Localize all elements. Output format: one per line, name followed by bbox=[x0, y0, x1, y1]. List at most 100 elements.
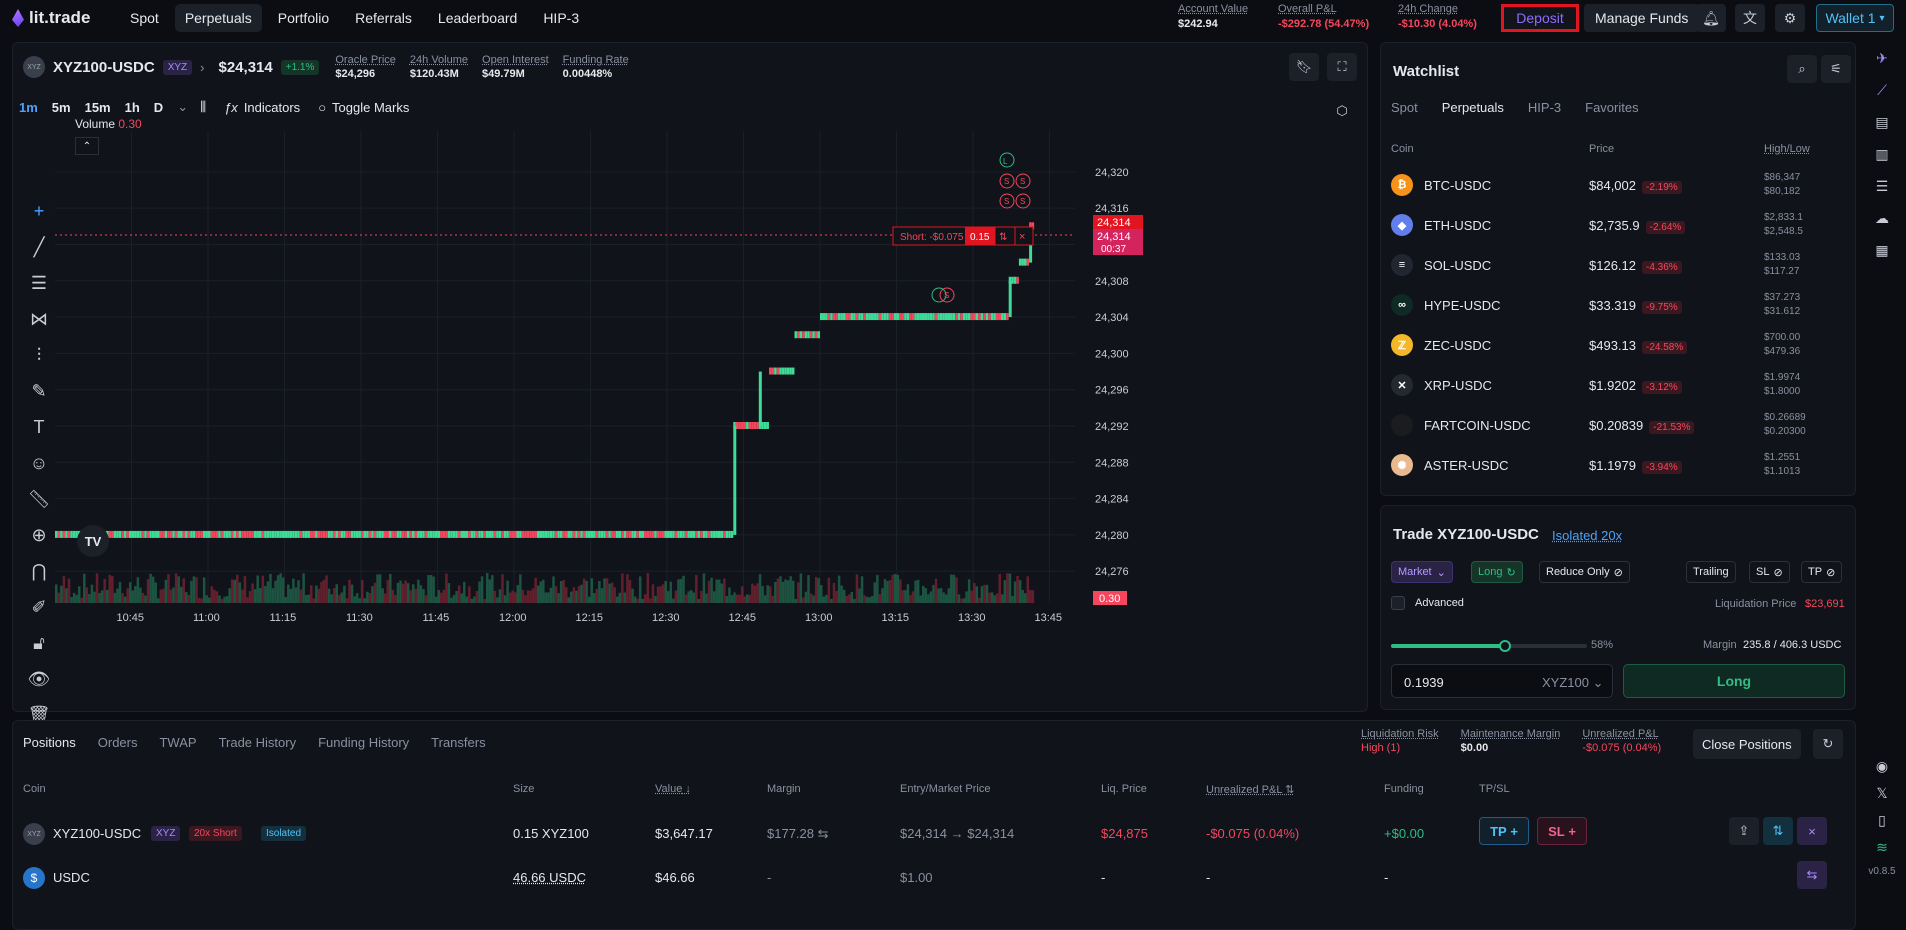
nav-perpetuals[interactable]: Perpetuals bbox=[174, 4, 262, 32]
side-toggle[interactable]: Long ↻ bbox=[1471, 561, 1523, 583]
col-highlow[interactable]: High/Low bbox=[1764, 143, 1810, 155]
pos-margin[interactable]: $177.28 ⇆ bbox=[767, 826, 829, 841]
pos-size[interactable]: 46.66 USDC bbox=[513, 870, 586, 885]
manage-funds-button[interactable]: Manage Funds bbox=[1584, 4, 1700, 32]
tab-positions[interactable]: Positions bbox=[23, 735, 76, 750]
tf-d[interactable]: D bbox=[153, 99, 164, 115]
reverse-icon[interactable]: ⇅ bbox=[999, 232, 1007, 243]
tf-15m[interactable]: 15m bbox=[84, 99, 111, 115]
slider-knob[interactable] bbox=[1498, 640, 1511, 652]
order-type-select[interactable]: Market ⌄ bbox=[1391, 561, 1453, 583]
prediction-icon[interactable]: ⫶ bbox=[36, 344, 42, 365]
chart-line-icon[interactable]: ⟋ bbox=[1877, 81, 1887, 98]
emoji-icon[interactable]: ☺ bbox=[29, 452, 49, 473]
watchlist-row[interactable]: ◆ ETH-USDC $2,735.9 -2.64% $2,833.1 $2,548… bbox=[1381, 205, 1855, 245]
nav-leaderboard[interactable]: Leaderboard bbox=[437, 10, 518, 26]
docs-icon[interactable]: ▯ bbox=[1878, 812, 1886, 828]
tv-logo-icon[interactable]: TV bbox=[77, 525, 109, 557]
toggle-marks-button[interactable]: ○ Toggle Marks bbox=[318, 100, 409, 115]
lock-icon[interactable]: 🔓︎ bbox=[33, 632, 45, 653]
fib-icon[interactable]: ☰ bbox=[30, 272, 48, 293]
reverse-icon[interactable]: ⇅ bbox=[1763, 817, 1793, 845]
watchlist-row[interactable]: ✕ XRP-USDC $1.9202 -3.12% $1.9974 $1.8000 bbox=[1381, 365, 1855, 405]
refresh-icon[interactable]: ↻ bbox=[1813, 729, 1843, 759]
trash-icon[interactable]: 🗑︎ bbox=[27, 704, 51, 725]
watchlist-row[interactable]: FARTCOIN-USDC $0.20839 -21.53% $0.26689 $0… bbox=[1381, 405, 1855, 445]
tab-twap[interactable]: TWAP bbox=[159, 735, 197, 750]
ruler-icon[interactable]: 📏︎ bbox=[27, 488, 51, 509]
book-icon[interactable]: ▥ bbox=[1875, 145, 1889, 162]
tp-button[interactable]: TP + bbox=[1479, 817, 1529, 845]
chevron-down-icon[interactable]: ⌄ bbox=[177, 99, 189, 114]
fullscreen-icon[interactable]: ⛶ bbox=[1327, 53, 1357, 81]
tf-1m[interactable]: 1m bbox=[19, 99, 38, 115]
translate-icon[interactable]: 文 bbox=[1735, 4, 1765, 32]
sl-button[interactable]: SL + bbox=[1537, 817, 1587, 845]
share-icon[interactable]: ⇪ bbox=[1729, 817, 1759, 845]
lock-draw-icon[interactable]: ✐ bbox=[31, 596, 47, 617]
tf-1h[interactable]: 1h bbox=[124, 99, 140, 115]
sl-toggle[interactable]: SL ⊘ bbox=[1749, 561, 1790, 583]
list-icon[interactable]: ☰ bbox=[1875, 177, 1889, 194]
reduce-only-toggle[interactable]: Reduce Only ⊘ bbox=[1539, 561, 1630, 583]
tf-5m[interactable]: 5m bbox=[51, 99, 71, 115]
nav-spot[interactable]: Spot bbox=[130, 10, 159, 26]
close-position-line-icon[interactable]: × bbox=[1019, 231, 1025, 243]
crosshair-icon[interactable]: + bbox=[33, 200, 45, 221]
margin-mode[interactable]: Isolated 20x bbox=[1552, 528, 1623, 543]
tab-hip3[interactable]: HIP-3 bbox=[1527, 100, 1562, 115]
nav-referrals[interactable]: Referrals bbox=[355, 10, 412, 26]
analytics-icon[interactable]: ▦ bbox=[1875, 241, 1889, 258]
trailing-toggle[interactable]: Trailing bbox=[1686, 561, 1736, 583]
chart-settings-icon[interactable]: ⬡ bbox=[1336, 103, 1348, 118]
gear-icon[interactable]: ⚙ bbox=[1775, 4, 1805, 32]
tab-favorites[interactable]: Favorites bbox=[1585, 100, 1639, 115]
leverage-slider[interactable] bbox=[1391, 640, 1587, 652]
head-value[interactable]: Value ↓ bbox=[655, 783, 691, 795]
chat-icon[interactable]: ☁ bbox=[1875, 209, 1889, 226]
submit-long-button[interactable]: Long bbox=[1623, 664, 1845, 698]
text-icon[interactable]: T bbox=[33, 416, 45, 437]
pos-coin[interactable]: XYZ100-USDC bbox=[53, 826, 142, 841]
brush-icon[interactable]: ✎ bbox=[31, 380, 47, 401]
size-input[interactable]: 0.1939 XYZ100 ⌄ bbox=[1391, 664, 1613, 698]
indicators-button[interactable]: ƒx Indicators bbox=[224, 100, 300, 115]
tab-spot[interactable]: Spot bbox=[1391, 100, 1418, 115]
close-positions-button[interactable]: Close Positions bbox=[1693, 729, 1801, 759]
wallet-button[interactable]: Wallet 1 ▾ bbox=[1816, 4, 1894, 32]
transfer-icon[interactable]: ⇆ bbox=[1797, 861, 1827, 889]
head-upnl[interactable]: Unrealized P&L ⇅ bbox=[1206, 784, 1295, 796]
tab-funding-history[interactable]: Funding History bbox=[318, 735, 410, 750]
candles-icon[interactable]: ⫼ bbox=[200, 99, 207, 114]
logo[interactable]: lit.trade bbox=[12, 8, 120, 28]
chevron-right-icon[interactable]: › bbox=[200, 59, 205, 75]
market-symbol[interactable]: XYZ100-USDC bbox=[53, 58, 155, 76]
x-icon[interactable]: 𝕏 bbox=[1876, 785, 1888, 801]
magnet-icon[interactable]: ⋂ bbox=[31, 560, 47, 581]
watchlist-row[interactable]: ₿ BTC-USDC $84,002 -2.19% $86,347 $80,182 bbox=[1381, 165, 1855, 205]
tp-toggle[interactable]: TP ⊘ bbox=[1801, 561, 1843, 583]
nav-portfolio[interactable]: Portfolio bbox=[277, 10, 330, 26]
size-unit[interactable]: XYZ100 ⌄ bbox=[1542, 675, 1604, 690]
tab-trade-history[interactable]: Trade History bbox=[218, 735, 297, 750]
bell-icon[interactable]: 🔔︎ bbox=[1696, 4, 1726, 32]
watchlist-row[interactable]: ≡ SOL-USDC $126.12 -4.36% $133.03 $117.27 bbox=[1381, 245, 1855, 285]
trendline-icon[interactable]: ╱ bbox=[33, 236, 45, 257]
collapse-icon[interactable]: ⌃ bbox=[75, 137, 99, 155]
search-icon[interactable]: ⌕ bbox=[1787, 55, 1817, 83]
zoom-icon[interactable]: ⊕ bbox=[31, 524, 47, 545]
price-chart[interactable]: 24,32024,31624,31224,30824,30424,30024,2… bbox=[55, 131, 1355, 651]
tab-perpetuals[interactable]: Perpetuals bbox=[1441, 100, 1504, 115]
nav-hip3[interactable]: HIP-3 bbox=[543, 10, 580, 26]
watchlist-row[interactable]: ∞ HYPE-USDC $33.319 -9.75% $37.273 $31.612 bbox=[1381, 285, 1855, 325]
watchlist-row[interactable]: ✺ ASTER-USDC $1.1979 -3.94% $1.2551 $1.101… bbox=[1381, 445, 1855, 485]
news-icon[interactable]: ▤ bbox=[1875, 113, 1889, 130]
rocket-icon[interactable]: ✈ bbox=[1876, 49, 1888, 66]
bookmark-icon[interactable]: 🔖︎ bbox=[1289, 53, 1319, 81]
advanced-checkbox[interactable] bbox=[1391, 596, 1405, 610]
eye-icon[interactable]: 👁︎ bbox=[27, 668, 51, 689]
close-icon[interactable]: × bbox=[1797, 817, 1827, 845]
deposit-button[interactable]: Deposit bbox=[1501, 4, 1579, 32]
filter-icon[interactable]: ⚟ bbox=[1821, 55, 1851, 83]
pattern-icon[interactable]: ⋈ bbox=[30, 308, 48, 329]
